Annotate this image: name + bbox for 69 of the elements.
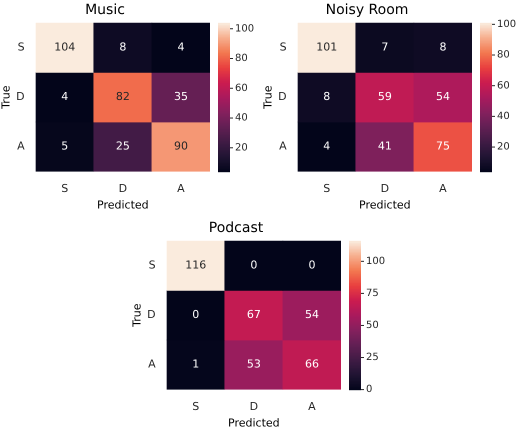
color-bar-label: 40 xyxy=(235,112,248,124)
data-label: 1 xyxy=(192,358,200,371)
data-label: 4 xyxy=(177,40,184,54)
data-label: 4 xyxy=(61,90,68,104)
color-bar-label: 25 xyxy=(366,352,379,364)
y-tick-label: A xyxy=(148,358,156,371)
chart-title: Podcast xyxy=(208,220,264,236)
data-label: 5 xyxy=(61,140,68,153)
color-bar-label: 80 xyxy=(497,50,510,61)
x-tick-label: D xyxy=(250,400,258,414)
x-axis-title: Predicted xyxy=(228,416,280,430)
data-label: 0 xyxy=(308,258,316,272)
color-bar-label: 40 xyxy=(497,110,510,122)
x-tick-label: S xyxy=(323,182,330,196)
data-label: 0 xyxy=(250,258,258,272)
data-label: 35 xyxy=(174,90,188,104)
color-bar-label: 100 xyxy=(366,256,386,267)
y-tick-label: A xyxy=(17,140,26,153)
x-tick-label: D xyxy=(380,182,390,196)
x-tick-label: D xyxy=(118,182,128,196)
data-label: 101 xyxy=(316,40,338,54)
data-label: 25 xyxy=(116,140,130,153)
data-label: 104 xyxy=(54,40,76,54)
color-bar-label: 60 xyxy=(497,80,510,92)
color-bar-label: 20 xyxy=(497,142,510,153)
data-label: 41 xyxy=(378,140,392,153)
color-bar-label: 100 xyxy=(497,18,516,30)
data-label: 7 xyxy=(381,40,388,54)
data-label: 4 xyxy=(323,140,330,153)
y-tick-label: S xyxy=(280,40,287,54)
y-tick-label: D xyxy=(147,308,156,322)
data-label: 54 xyxy=(304,308,319,322)
data-label: 8 xyxy=(439,40,446,54)
y-tick-label: A xyxy=(279,140,288,153)
color-bar-label: 60 xyxy=(235,82,248,94)
x-axis-title: Predicted xyxy=(97,198,149,212)
y-tick-label: D xyxy=(16,90,25,104)
color-bar-label: 75 xyxy=(366,288,379,299)
color-bar-label: 100 xyxy=(235,23,254,34)
data-label: 116 xyxy=(185,258,206,272)
y-tick-label: D xyxy=(278,90,287,104)
color-bar-label: 20 xyxy=(235,142,248,154)
x-tick-label: A xyxy=(177,182,186,196)
data-label: 75 xyxy=(436,140,450,153)
y-axis-title: True xyxy=(0,85,12,110)
y-axis-title: True xyxy=(130,303,144,328)
data-label: 54 xyxy=(436,90,450,104)
color-bar-label: 80 xyxy=(235,53,248,64)
chart-title: Music xyxy=(85,2,125,18)
x-tick-label: S xyxy=(61,182,68,196)
y-tick-label: S xyxy=(18,40,25,54)
data-label: 59 xyxy=(378,90,392,104)
color-bar-label: 50 xyxy=(366,320,379,332)
y-axis-title: True xyxy=(261,85,274,110)
data-label: 0 xyxy=(192,308,200,322)
color-bar-label: 0 xyxy=(366,384,372,396)
data-label: 67 xyxy=(246,308,261,322)
x-axis-title: Predicted xyxy=(359,198,411,212)
x-tick-label: S xyxy=(192,400,200,414)
data-label: 90 xyxy=(174,140,188,153)
x-tick-label: A xyxy=(439,182,448,196)
data-label: 66 xyxy=(304,358,319,371)
x-tick-label: A xyxy=(308,400,316,414)
data-label: 53 xyxy=(246,358,261,371)
data-label: 8 xyxy=(323,90,330,104)
data-label: 8 xyxy=(119,40,126,54)
y-tick-label: S xyxy=(148,258,156,272)
chart-title: Noisy Room xyxy=(326,2,408,18)
data-label: 82 xyxy=(116,90,130,104)
